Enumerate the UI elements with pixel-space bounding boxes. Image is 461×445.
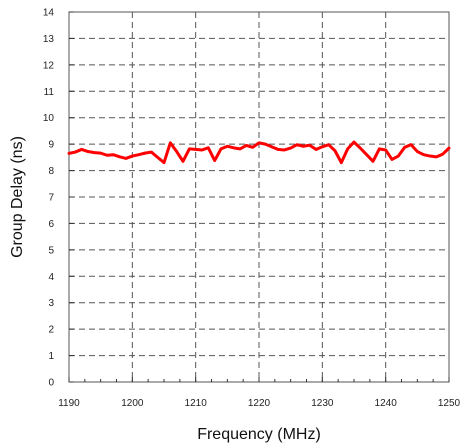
y-tick-label: 8 xyxy=(48,166,54,177)
y-tick-label: 0 xyxy=(48,378,54,389)
y-tick-label: 3 xyxy=(48,298,54,309)
y-tick-label: 10 xyxy=(43,113,55,124)
x-tick-label: 1250 xyxy=(438,398,461,409)
x-tick-label: 1200 xyxy=(121,398,144,409)
y-tick-label: 12 xyxy=(43,60,55,71)
gridlines xyxy=(69,12,449,382)
y-tick-label: 5 xyxy=(48,245,54,256)
y-tick-label: 4 xyxy=(48,272,54,283)
group-delay-series-line xyxy=(67,140,451,165)
x-tick-label: 1240 xyxy=(375,398,398,409)
y-tick-label: 6 xyxy=(48,219,54,230)
y-axis-label: Group Delay (ns) xyxy=(9,136,26,258)
x-axis-label: Frequency (MHz) xyxy=(197,426,321,443)
y-tick-label: 2 xyxy=(48,325,54,336)
x-tick-label: 1190 xyxy=(58,398,80,409)
y-tick-label: 11 xyxy=(44,87,55,98)
tick-marks xyxy=(68,11,450,383)
y-tick-label: 7 xyxy=(48,193,54,204)
y-tick-label: 9 xyxy=(48,140,54,151)
x-tick-label: 1210 xyxy=(185,398,208,409)
x-tick-labels: 1190 1200 1210 1220 1230 1240 1250 xyxy=(58,398,460,409)
y-tick-label: 13 xyxy=(43,34,55,45)
x-tick-label: 1230 xyxy=(311,398,334,409)
y-tick-label: 14 xyxy=(43,8,55,19)
y-tick-label: 1 xyxy=(48,351,54,362)
x-tick-label: 1220 xyxy=(248,398,271,409)
